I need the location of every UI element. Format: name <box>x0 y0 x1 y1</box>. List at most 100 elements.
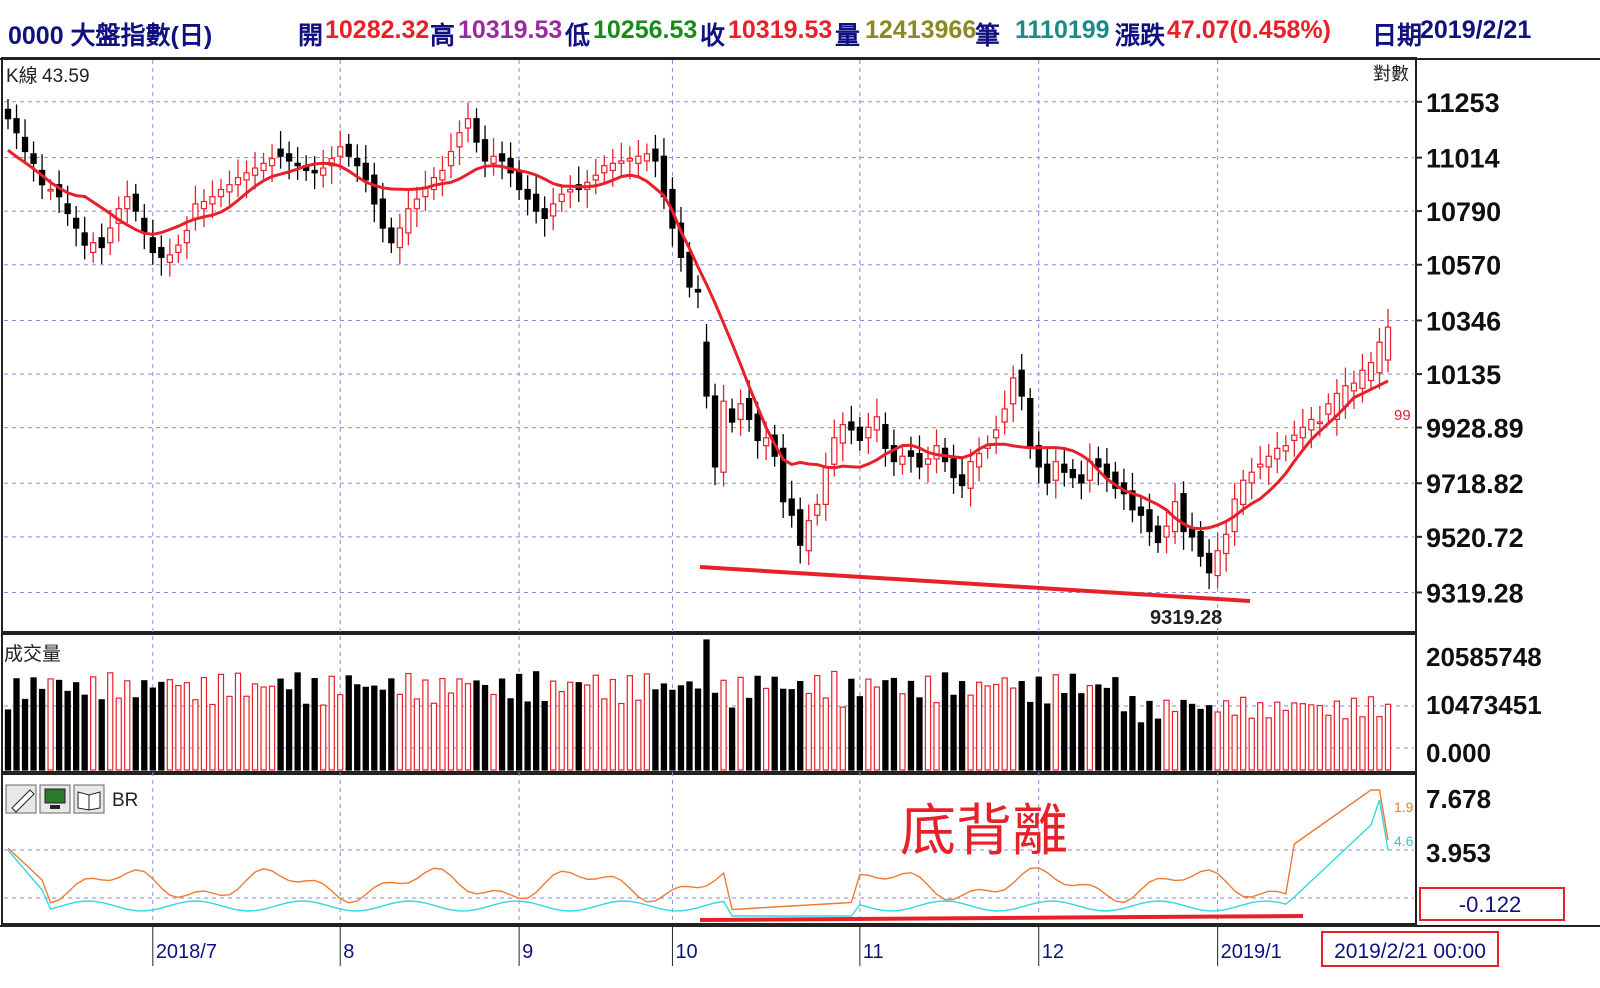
candle-body <box>1308 418 1315 431</box>
candle-body <box>243 172 250 181</box>
volume-bar <box>771 676 778 771</box>
volume-bar <box>72 682 80 771</box>
volume-bar <box>831 670 838 771</box>
candle-body <box>362 162 369 181</box>
volume-bar <box>226 695 233 771</box>
volume-bar <box>354 684 361 771</box>
volume-bar <box>924 675 932 771</box>
volume-bar <box>643 673 651 771</box>
volume-bar <box>1299 703 1306 771</box>
candle-body <box>115 208 122 224</box>
candle-body <box>405 208 412 234</box>
br-panel-frame <box>1 773 1417 925</box>
volume-bar <box>1069 673 1076 771</box>
candle-body <box>21 136 29 153</box>
candle-body <box>831 437 838 465</box>
volume-bar <box>1265 717 1272 771</box>
volume-bar <box>107 672 114 771</box>
candle-body <box>711 395 719 468</box>
trades-value: 1110199 <box>1015 16 1110 44</box>
volume-bar <box>788 689 795 771</box>
candle-body <box>524 188 531 200</box>
candle-body <box>856 426 864 442</box>
candle-body <box>720 400 727 473</box>
volume-bar <box>950 694 957 771</box>
volume-bar <box>115 697 122 771</box>
candle-body <box>192 203 199 219</box>
volume-bar <box>1188 703 1196 771</box>
candle-body <box>677 222 685 258</box>
candle-body <box>1018 369 1025 397</box>
close-label: 收 <box>700 22 726 50</box>
x-axis-label: 9 <box>522 941 533 963</box>
volume-bar <box>345 675 352 771</box>
book-icon[interactable] <box>73 784 105 814</box>
volume-bar <box>720 679 727 771</box>
low-value: 10256.53 <box>593 16 698 44</box>
volume-bar <box>1137 722 1145 771</box>
volume-bar <box>183 682 191 771</box>
candle-body <box>1129 490 1136 511</box>
candle-body <box>200 200 208 210</box>
volume-bar <box>328 675 335 771</box>
candle-body <box>1205 552 1213 574</box>
volume-bar <box>1103 687 1111 771</box>
price-tick-label: 9319.28 <box>1426 578 1524 608</box>
volume-bar <box>814 674 821 771</box>
price-tick-label: 10570 <box>1426 251 1501 281</box>
pencil-icon[interactable] <box>5 784 37 814</box>
volume-bar <box>1061 693 1068 771</box>
candle-body <box>1265 455 1272 468</box>
candle-body <box>311 169 318 174</box>
candle-body <box>967 460 974 489</box>
candle-body <box>916 453 923 468</box>
candle-body <box>652 148 659 162</box>
volume-bar <box>1205 705 1213 771</box>
volume-bar <box>1214 711 1221 771</box>
cursor-date: 2019/2/21 00:00 <box>1334 940 1486 963</box>
volume-bar <box>507 698 514 771</box>
volume-bar <box>277 678 284 771</box>
volume-bar <box>209 703 216 771</box>
candle-body <box>413 198 421 210</box>
volume-bar <box>780 688 787 771</box>
volume-bar <box>285 689 293 771</box>
volume-bar <box>558 691 565 771</box>
volume-bar <box>865 678 872 771</box>
candle-body <box>1240 479 1247 506</box>
volume-bar <box>805 692 812 771</box>
candle-body <box>1384 326 1392 361</box>
volume-bar <box>481 684 489 771</box>
candle-body <box>1316 421 1324 425</box>
low-label: 低 <box>565 22 591 50</box>
price-tick-label: 10346 <box>1426 306 1501 336</box>
candle-body <box>464 118 472 129</box>
volume-bar <box>1333 700 1341 771</box>
candle-body <box>1052 460 1059 481</box>
candle-body <box>780 447 787 503</box>
candle-body <box>473 118 480 143</box>
candle-body <box>550 203 557 217</box>
volume-bar <box>958 681 966 771</box>
candle-body <box>481 139 489 162</box>
candle-body <box>626 157 634 162</box>
volume-bar <box>473 680 480 771</box>
candle-body <box>814 503 821 516</box>
volume-bar <box>166 679 174 771</box>
monitor-icon[interactable] <box>39 784 71 814</box>
volume-bar <box>158 681 165 771</box>
volume-bar <box>1078 693 1085 771</box>
volume-bar <box>217 673 225 771</box>
candle-body <box>958 474 966 487</box>
candle-body <box>98 237 105 249</box>
volume-bar <box>64 690 71 771</box>
volume-bar <box>413 698 421 771</box>
volume-bar <box>302 703 310 771</box>
volume-bar <box>1282 709 1289 771</box>
volume-bar <box>967 694 974 771</box>
candle-body <box>158 246 165 258</box>
candle-body <box>1027 398 1034 449</box>
ar-side-value: 4.6 <box>1394 833 1414 849</box>
volume-bar <box>1342 718 1349 771</box>
